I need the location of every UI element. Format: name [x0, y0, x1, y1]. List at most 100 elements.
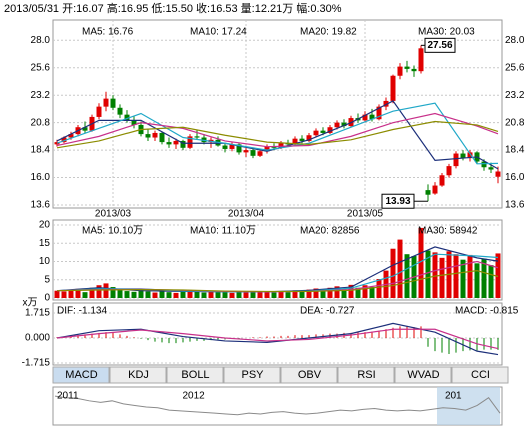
volume-bar [418, 227, 424, 298]
volume-bar [474, 263, 480, 298]
tab-label[interactable]: RSI [357, 369, 375, 381]
volume-bar [173, 292, 179, 298]
y-tick-label: 28.0 [31, 35, 51, 46]
y-tick-label: 10 [39, 256, 51, 267]
candle-body [439, 175, 445, 186]
volume-bar [68, 289, 74, 298]
tab-label[interactable]: KDJ [128, 369, 149, 381]
volume-bar [278, 291, 284, 298]
tab-bg[interactable] [52, 366, 110, 384]
navigator-label: 201 [445, 391, 462, 402]
x-tick-label: 2013/05 [347, 209, 384, 220]
navigator-window[interactable] [437, 387, 500, 425]
candle-body [404, 66, 410, 69]
volume-bar [82, 292, 88, 298]
y-tick-label: 15 [39, 238, 51, 249]
tab[interactable]: PSY [223, 366, 281, 384]
legend-entry: MA20: 82856 [300, 226, 360, 237]
candle-body [327, 127, 333, 133]
volume-bar [425, 250, 431, 298]
indicator-line [56, 112, 499, 148]
tab-bg[interactable] [337, 366, 395, 384]
tab-bg[interactable] [109, 366, 167, 384]
tab[interactable]: OBV [280, 366, 338, 384]
y-tick-label: 25.6 [31, 62, 51, 73]
volume-bar [257, 291, 263, 298]
volume-bar [271, 292, 277, 298]
macd-label: MACD: -0.815 [455, 306, 519, 317]
volume-bar [467, 254, 473, 298]
candle-body [467, 152, 473, 159]
y-tick-label: 16.0 [31, 172, 51, 183]
volume-bar [229, 292, 235, 298]
volume-bar [208, 291, 214, 298]
tab-label[interactable]: CCI [471, 369, 490, 381]
y-tick-label-right: 13.6 [505, 200, 525, 211]
tab-label[interactable]: OBV [298, 369, 322, 381]
tab[interactable]: CCI [451, 366, 509, 384]
y-tick-label: 20.8 [31, 117, 51, 128]
tab[interactable]: BOLL [166, 366, 224, 384]
macd-panel [52, 302, 503, 366]
annotation-box [424, 37, 456, 53]
candle-body [278, 143, 284, 148]
candle-body [222, 145, 228, 149]
candle-body [110, 98, 116, 108]
volume-bar [110, 287, 116, 298]
volume-bar [292, 290, 298, 298]
navigator-label: 2012 [183, 391, 206, 402]
volume-bar [313, 288, 319, 298]
volume-bar [187, 289, 193, 298]
volume-bar [222, 291, 228, 298]
candle-body [460, 153, 466, 159]
y-tick-label: -1.715 [22, 358, 51, 369]
tab-label[interactable]: PSY [241, 369, 264, 381]
candle-body [103, 98, 109, 107]
volume-bar [180, 291, 186, 298]
candle-body [362, 114, 368, 121]
volume-bar [124, 291, 130, 298]
candle-body [173, 140, 179, 145]
volume-bar [299, 291, 305, 298]
tab[interactable]: RSI [337, 366, 395, 384]
candle-body [180, 140, 186, 148]
candle-body [257, 151, 263, 156]
volume-bar [138, 289, 144, 298]
annotation-low: 13.93 [385, 196, 410, 207]
x-tick-label: 2013/03 [95, 209, 132, 220]
candle-body [488, 167, 494, 170]
candle-body [166, 142, 172, 145]
volume-bar [145, 291, 151, 298]
volume-bar [75, 288, 81, 298]
y-tick-label: 13.6 [31, 200, 51, 211]
tab-bg[interactable] [166, 366, 224, 384]
candle-body [124, 114, 130, 121]
legend-entry: MA30: 58942 [418, 226, 478, 237]
tab[interactable]: KDJ [109, 366, 167, 384]
tab-label[interactable]: BOLL [181, 369, 209, 381]
volume-bar [334, 286, 340, 298]
tab-bg[interactable] [451, 366, 509, 384]
navigator-line [54, 395, 501, 416]
candle-body [131, 120, 137, 125]
candle-body [390, 75, 396, 101]
tab-bg[interactable] [394, 366, 452, 384]
volume-bar [341, 289, 347, 298]
candle-body [306, 135, 312, 141]
volume-bar [285, 292, 291, 298]
indicator-line [56, 120, 499, 149]
candle-body [432, 185, 438, 194]
tab[interactable]: MACD [52, 366, 110, 384]
tab-label[interactable]: WVAD [407, 369, 439, 381]
price-panel [52, 19, 503, 209]
candle-body [250, 150, 256, 156]
volume-bar [355, 287, 361, 298]
candle-body [369, 114, 375, 120]
tab-bg[interactable] [280, 366, 338, 384]
volume-bar [460, 259, 466, 298]
tab-label[interactable]: MACD [65, 369, 97, 381]
volume-bar [453, 254, 459, 298]
tab-bg[interactable] [223, 366, 281, 384]
tab[interactable]: WVAD [394, 366, 452, 384]
